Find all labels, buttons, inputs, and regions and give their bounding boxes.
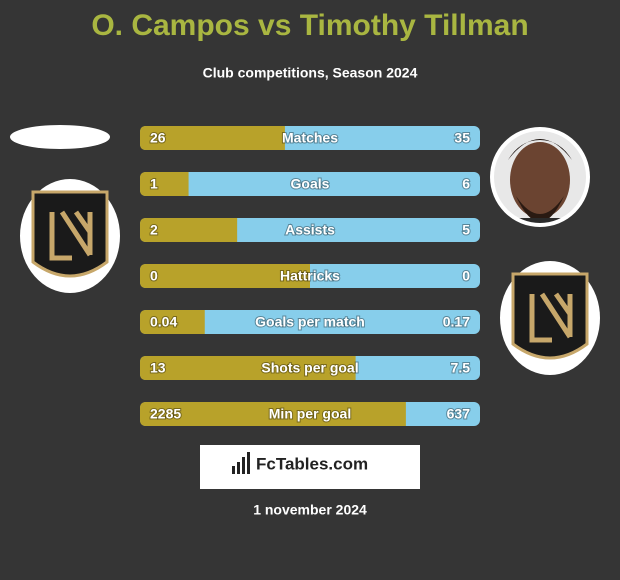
right-value: 637 xyxy=(447,406,471,422)
stat-row: 26 Matches 35 xyxy=(140,126,480,150)
stat-row: 0 Hattricks 0 xyxy=(140,264,480,288)
stat-label: Matches xyxy=(282,130,338,146)
right-value: 6 xyxy=(462,176,470,192)
right-value: 5 xyxy=(462,222,470,238)
left-bar xyxy=(140,310,205,334)
left-value: 0.04 xyxy=(150,314,177,330)
stat-row: 0.04 Goals per match 0.17 xyxy=(140,310,480,334)
stat-row: 13 Shots per goal 7.5 xyxy=(140,356,480,380)
club-badge-left xyxy=(20,179,120,293)
left-value: 0 xyxy=(150,268,158,284)
right-value: 7.5 xyxy=(451,360,471,376)
stat-label: Assists xyxy=(285,222,335,238)
player-photo xyxy=(490,127,590,227)
stat-label: Goals per match xyxy=(255,314,365,330)
stat-row: 2285 Min per goal 637 xyxy=(140,402,480,426)
stat-label: Hattricks xyxy=(280,268,340,284)
right-value: 0 xyxy=(462,268,470,284)
right-bar xyxy=(140,172,480,196)
left-value: 2285 xyxy=(150,406,181,422)
placeholder-ellipse xyxy=(10,125,110,149)
left-value: 26 xyxy=(150,130,166,146)
right-value: 35 xyxy=(454,130,470,146)
left-bar xyxy=(140,264,310,288)
stat-rows: 26 Matches 35 1 Goals 6 2 Assists 5 0 Hattricks 0 0.… xyxy=(140,126,480,426)
title: O. Campos vs Timothy Tillman xyxy=(91,9,528,42)
left-bar xyxy=(140,402,406,426)
right-bar xyxy=(140,310,480,334)
date: 1 november 2024 xyxy=(253,502,367,518)
stat-row: 2 Assists 5 xyxy=(140,218,480,242)
left-value: 1 xyxy=(150,176,158,192)
stat-label: Min per goal xyxy=(269,406,351,422)
brand-name: FcTables.com xyxy=(256,454,368,473)
left-bar xyxy=(140,126,285,150)
left-value: 13 xyxy=(150,360,166,376)
left-bar xyxy=(140,356,356,380)
right-value: 0.17 xyxy=(443,314,470,330)
stat-row: 1 Goals 6 xyxy=(140,172,480,196)
brand-box: FcTables.com xyxy=(200,445,420,489)
left-bar xyxy=(140,218,238,242)
club-badge-right xyxy=(500,261,600,375)
left-value: 2 xyxy=(150,222,158,238)
stat-label: Shots per goal xyxy=(261,360,358,376)
subtitle: Club competitions, Season 2024 xyxy=(203,65,418,81)
stat-label: Goals xyxy=(291,176,330,192)
left-bar xyxy=(140,172,189,196)
